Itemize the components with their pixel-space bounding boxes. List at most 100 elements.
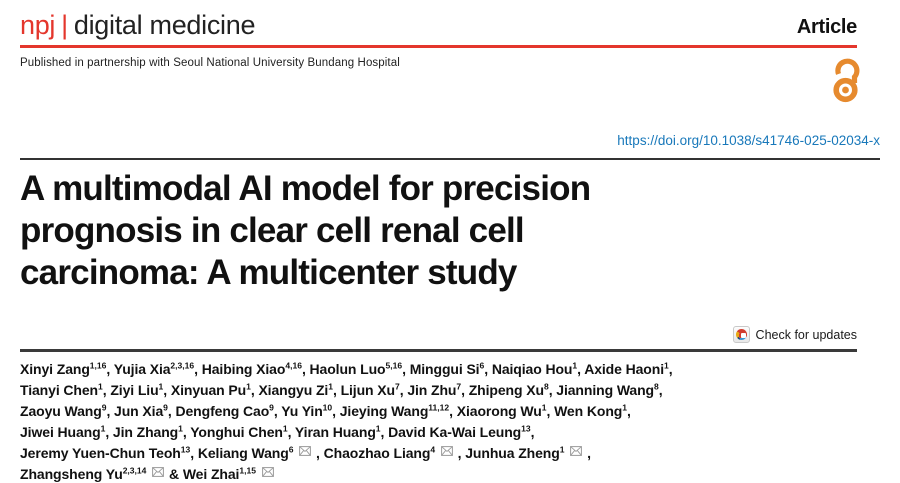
logo-separator: |: [61, 10, 68, 40]
affiliation-superscript: 13: [180, 443, 191, 454]
email-envelope-icon[interactable]: [261, 462, 274, 483]
author-list: Xinyi Zang1,16, Yujia Xia2,3,16, Haibing…: [20, 359, 880, 483]
author-name: , David Ka-Wai Leung: [380, 423, 522, 440]
author-name: , Keliang Wang: [190, 444, 289, 461]
author-name: , Haibing Xiao: [194, 360, 286, 377]
affiliation-superscript: 8: [543, 380, 549, 391]
author-name: , Lijun Xu: [332, 381, 395, 398]
affiliation-superscript: 1: [282, 422, 288, 433]
author-line: Jiwei Huang1, Jin Zhang1, Yonghui Chen1,…: [20, 422, 880, 443]
author-name: , Zhipeng Xu: [461, 381, 544, 398]
doi-link[interactable]: https://doi.org/10.1038/s41746-025-02034…: [617, 133, 880, 148]
affiliation-superscript: 8: [654, 380, 659, 391]
author-name: ,: [626, 402, 631, 419]
affiliation-superscript: 1: [559, 443, 565, 454]
author-name: , Naiqiao Hou: [484, 360, 573, 377]
author-line: Zhangsheng Yu2,3,14 & Wei Zhai1,15: [20, 464, 880, 483]
affiliation-superscript: 1: [375, 422, 381, 433]
affiliation-superscript: 4: [430, 443, 436, 454]
author-line: Xinyi Zang1,16, Yujia Xia2,3,16, Haibing…: [20, 359, 880, 380]
page-title: A multimodal AI model for precision prog…: [20, 168, 880, 294]
author-name: , Axide Haoni: [577, 360, 665, 377]
author-name: Tianyi Chen: [20, 381, 98, 398]
author-line: Zaoyu Wang9, Jun Xia9, Dengfeng Cao9, Yu…: [20, 401, 880, 422]
author-name: , Junhua Zheng: [457, 444, 560, 461]
author-name: , Jin Zhu: [399, 381, 457, 398]
author-line: Tianyi Chen1, Ziyi Liu1, Xinyuan Pu1, Xi…: [20, 380, 880, 401]
author-name: Zaoyu Wang: [20, 402, 102, 419]
author-name: ,: [658, 381, 663, 398]
affiliation-superscript: 2,3,16: [170, 359, 195, 370]
author-name: , Wen Kong: [546, 402, 623, 419]
affiliation-superscript: 2,3,14: [122, 464, 147, 475]
masthead-red-rule: [20, 45, 857, 48]
author-name: , Jun Xia: [106, 402, 164, 419]
affiliation-superscript: 7: [456, 380, 462, 391]
affiliation-superscript: 1: [572, 359, 578, 370]
check-for-updates-row: Check for updates: [20, 326, 880, 343]
affiliation-superscript: 1,15: [239, 464, 256, 475]
author-name: ,: [530, 423, 535, 440]
author-name: & Wei Zhai: [169, 465, 240, 482]
affiliation-superscript: 5,16: [385, 359, 403, 370]
author-name: ,: [668, 360, 673, 377]
email-envelope-icon[interactable]: [440, 441, 453, 462]
affiliation-superscript: 1: [158, 380, 164, 391]
affiliation-superscript: 1: [664, 359, 669, 370]
title-line-3: carcinoma: A multicenter study: [20, 253, 517, 292]
author-name: , Minggui Si: [402, 360, 480, 377]
title-line-2: prognosis in clear cell renal cell: [20, 211, 525, 250]
article-type-label: Article: [796, 16, 857, 38]
author-name: , Jieying Wang: [332, 402, 429, 419]
author-name: , Xiaorong Wu: [449, 402, 542, 419]
affiliation-superscript: 6: [288, 443, 294, 454]
affiliation-superscript: 1: [100, 422, 106, 433]
affiliation-superscript: 9: [269, 401, 274, 412]
author-name: , Jin Zhang: [105, 423, 179, 440]
author-name: Jiwei Huang: [20, 423, 101, 440]
affiliation-superscript: 9: [101, 401, 107, 412]
email-envelope-icon[interactable]: [299, 441, 312, 462]
affiliation-superscript: 1: [541, 401, 547, 412]
title-line-1: A multimodal AI model for precision: [20, 169, 591, 208]
npj-wordmark: npj: [20, 10, 56, 40]
affiliation-superscript: 6: [479, 359, 485, 370]
email-envelope-icon[interactable]: [570, 441, 583, 462]
affiliation-superscript: 1: [622, 401, 627, 412]
affiliation-superscript: 1: [246, 380, 251, 391]
affiliation-superscript: 1,16: [89, 359, 107, 370]
check-for-updates-button[interactable]: Check for updates: [732, 326, 857, 343]
journal-name: digital medicine: [73, 10, 256, 40]
author-name: , Ziyi Liu: [102, 381, 159, 398]
affiliation-superscript: 13: [521, 422, 531, 433]
affiliation-superscript: 9: [163, 401, 168, 412]
author-name: Jeremy Yuen-Chun Teoh: [20, 444, 181, 461]
email-envelope-icon[interactable]: [152, 462, 165, 483]
check-for-updates-label: Check for updates: [755, 327, 857, 342]
affiliation-superscript: 1: [178, 422, 183, 433]
author-name: Zhangsheng Yu: [20, 465, 123, 482]
affiliation-superscript: 4,16: [285, 359, 302, 370]
author-name: , Yiran Huang: [287, 423, 376, 440]
authors-top-rule: [20, 349, 857, 352]
masthead: npj | digital medicine Article: [20, 10, 880, 41]
open-access-icon[interactable]: [831, 57, 863, 105]
author-name: , Jianning Wang: [548, 381, 654, 398]
author-name: , Yonghui Chen: [182, 423, 283, 440]
author-name: , Haolun Luo: [301, 360, 386, 377]
doi-row: https://doi.org/10.1038/s41746-025-02034…: [20, 132, 880, 150]
affiliation-superscript: 1: [98, 380, 103, 391]
affiliation-superscript: 11,12: [428, 401, 450, 412]
title-top-rule: [20, 158, 880, 160]
partnership-note: Published in partnership with Seoul Nati…: [20, 57, 400, 69]
author-line: Jeremy Yuen-Chun Teoh13, Keliang Wang6 ,…: [20, 443, 880, 464]
author-name: , Dengfeng Cao: [167, 402, 270, 419]
affiliation-superscript: 7: [394, 380, 400, 391]
affiliation-superscript: 1: [328, 380, 333, 391]
author-name: , Chaozhao Liang: [316, 444, 431, 461]
journal-logo: npj | digital medicine: [20, 10, 255, 41]
author-name: ,: [587, 444, 591, 461]
author-name: Xinyi Zang: [20, 360, 90, 377]
author-name: , Xiangyu Zi: [250, 381, 329, 398]
